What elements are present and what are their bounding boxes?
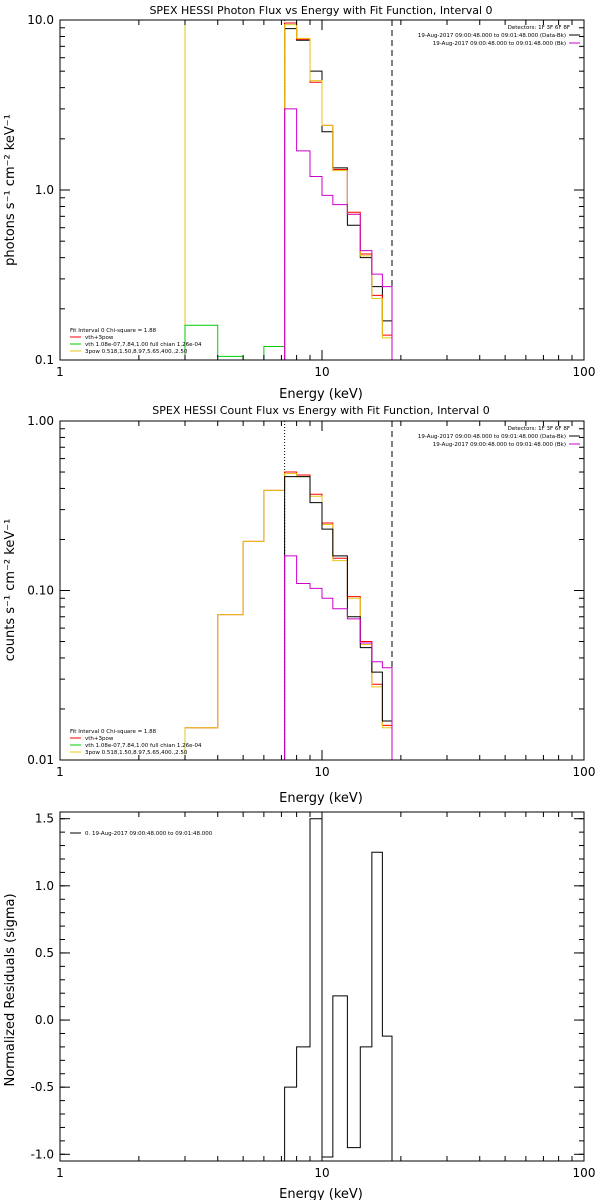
count-flux-plot-area: [184, 421, 393, 760]
count-flux-x-tick-label-1: 10: [314, 765, 329, 779]
photon-flux-ylabel: photons s⁻¹ cm⁻² keV⁻¹: [3, 114, 18, 266]
residuals-x-tick-label-2: 100: [573, 1166, 596, 1180]
photon-flux-legend-vth: vth 1.08e-07,7.84,1.00 full chian 1.26e-…: [85, 342, 202, 348]
count-flux-header: Detectors: 1F 3F 6F 8F 19-Aug-2017 09:00…: [418, 426, 580, 448]
photon-flux-panel: SPEX HESSI Photon Flux vs Energy with Fi…: [3, 4, 595, 402]
photon-flux-legend-3pow: 3pow 0.518,1.50,8.97,5.65,400.,2.50: [85, 349, 188, 355]
count-flux-y-tick-label-2: 1.00: [27, 414, 54, 428]
count-flux-x-tick-label-2: 100: [573, 765, 596, 779]
count-flux-legend-3pow: 3pow 0.518,1.50,8.97,5.65,400.,2.50: [85, 750, 188, 756]
photon-flux-x-tick-label-0: 1: [56, 365, 64, 379]
photon-flux-series-group: [184, 20, 393, 360]
photon-flux-x-tick-label-2: 100: [573, 365, 596, 379]
residuals-y-tick-label-2: 0.0: [35, 1013, 54, 1027]
count-flux-series-group: [184, 421, 393, 760]
count-flux-series-2: [284, 476, 393, 760]
photon-flux-series-3: [284, 24, 393, 360]
residuals-legend: 0. 19-Aug-2017 09:00:48.000 to 09:01:48.…: [70, 831, 213, 837]
residuals-x-tick-label-1: 10: [314, 1166, 329, 1180]
residuals-y-tick-label-0: -1.0: [31, 1147, 54, 1161]
photon-flux-header: Detectors: 1F 3F 6F 8F 19-Aug-2017 09:00…: [418, 25, 580, 47]
count-flux-legend-vth: vth 1.08e-07,7.84,1.00 full chian 1.26e-…: [85, 743, 202, 749]
photon-flux-series-4: [284, 108, 393, 360]
photon-flux-title: SPEX HESSI Photon Flux vs Energy with Fi…: [149, 4, 492, 17]
photon-flux-header-data-bk: 19-Aug-2017 09:00:48.000 to 09:01:48.000…: [418, 33, 566, 39]
residuals-ylabel: Normalized Residuals (sigma): [3, 893, 18, 1086]
residuals-y-tick-label-4: 1.0: [35, 879, 54, 893]
residuals-legend-label: 0. 19-Aug-2017 09:00:48.000 to 09:01:48.…: [85, 831, 213, 837]
count-flux-title: SPEX HESSI Count Flux vs Energy with Fit…: [152, 404, 489, 417]
count-flux-series-1: [184, 473, 393, 760]
count-flux-series-0: [184, 471, 393, 760]
photon-flux-y-tick-label-1: 1.0: [35, 183, 54, 197]
photon-flux-x-tick-label-1: 10: [314, 365, 329, 379]
residuals-y-tick-label-1: -0.5: [31, 1080, 54, 1094]
count-flux-y-tick-label-1: 0.10: [27, 584, 54, 598]
photon-flux-legend-title: Fit Interval 0 Chi-square = 1.88: [70, 328, 157, 334]
photon-flux-header-detectors: Detectors: 1F 3F 6F 8F: [508, 25, 570, 31]
count-flux-legend: Fit Interval 0 Chi-square = 1.88 vth+3po…: [70, 729, 202, 756]
residuals-x-tick-label-0: 1: [56, 1166, 64, 1180]
count-flux-x-tick-label-0: 1: [56, 765, 64, 779]
residuals-ticks: 1 10 100 -1.0 -0.5 0.0 0.5 1.0 1.5: [31, 812, 596, 1180]
count-flux-legend-vth3pow: vth+3pow: [85, 736, 114, 742]
count-flux-header-bk: 19-Aug-2017 09:00:48.000 to 09:01:48.000…: [433, 442, 566, 448]
count-flux-series-3: [284, 555, 393, 760]
count-flux-panel: SPEX HESSI Count Flux vs Energy with Fit…: [3, 404, 595, 806]
residuals-series-group: [284, 818, 393, 1161]
photon-flux-xlabel: Energy (keV): [279, 387, 363, 402]
photon-flux-series-2: [284, 22, 393, 360]
photon-flux-series-1: [284, 28, 393, 360]
count-flux-ticks: 1 10 100 0.01 0.10 1.00: [27, 414, 595, 779]
residuals-xlabel: Energy (keV): [279, 1187, 363, 1200]
photon-flux-legend: Fit Interval 0 Chi-square = 1.88 vth+3po…: [70, 328, 202, 355]
residuals-series-0: [284, 818, 393, 1161]
count-flux-header-detectors: Detectors: 1F 3F 6F 8F: [508, 426, 570, 432]
photon-flux-ticks: 1 10 100 0.1 1.0 10.0: [27, 13, 595, 379]
count-flux-legend-title: Fit Interval 0 Chi-square = 1.88: [70, 729, 157, 735]
photon-flux-legend-vth3pow: vth+3pow: [85, 335, 114, 341]
photon-flux-header-bk: 19-Aug-2017 09:00:48.000 to 09:01:48.000…: [433, 41, 566, 47]
photon-flux-series-0: [184, 324, 286, 360]
residuals-plot-area: [284, 818, 393, 1161]
count-flux-header-data-bk: 19-Aug-2017 09:00:48.000 to 09:01:48.000…: [418, 434, 566, 440]
photon-flux-y-tick-label-0: 0.1: [35, 353, 54, 367]
photon-flux-plot-area: [184, 20, 393, 360]
count-flux-y-tick-label-0: 0.01: [27, 753, 54, 767]
residuals-y-tick-label-5: 1.5: [35, 812, 54, 826]
count-flux-xlabel: Energy (keV): [279, 791, 363, 806]
residuals-y-tick-label-3: 0.5: [35, 946, 54, 960]
photon-flux-y-tick-label-2: 10.0: [27, 13, 54, 27]
count-flux-ylabel: counts s⁻¹ cm⁻² keV⁻¹: [3, 519, 18, 662]
residuals-panel: Energy (keV) Normalized Residuals (sigma…: [3, 811, 596, 1200]
